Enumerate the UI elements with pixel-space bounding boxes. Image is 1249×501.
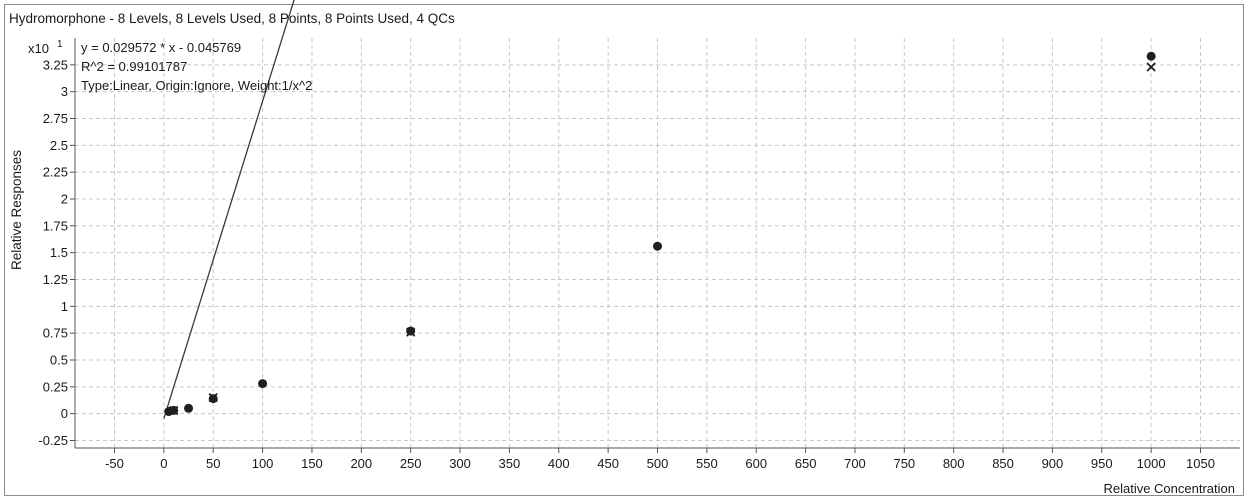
x-tick-label: 450 — [597, 456, 619, 471]
y-tick-label: 0.75 — [43, 326, 68, 341]
qc-point — [1146, 62, 1156, 72]
x-tick-label: 850 — [992, 456, 1014, 471]
x-tick-label: 100 — [252, 456, 274, 471]
qc-point — [208, 392, 218, 403]
x-tick-label: 350 — [499, 456, 521, 471]
y-tick-label: 2.5 — [50, 138, 68, 153]
x-tick-label: 500 — [647, 456, 669, 471]
x-tick-label: 50 — [206, 456, 220, 471]
x-tick-label: 700 — [844, 456, 866, 471]
x-tick-label: 600 — [745, 456, 767, 471]
y-tick-label: 0 — [61, 406, 68, 421]
x-tick-label: -50 — [105, 456, 124, 471]
y-tick-label: 2.25 — [43, 165, 68, 180]
fit-line-group — [163, 0, 295, 419]
x-tick-label: 550 — [696, 456, 718, 471]
grid — [75, 38, 1240, 448]
y-axis-label: Relative Responses — [9, 150, 24, 270]
tick-labels: -50 0 50 100 150 200 250 300 350 400 450 500 550 600 6… — [38, 57, 1215, 471]
x-tick-label: 900 — [1042, 456, 1064, 471]
calibration-point — [258, 379, 268, 389]
y-tick-label: 1 — [61, 299, 68, 314]
x-tick-label: 400 — [548, 456, 570, 471]
equation-annotation: y = 0.029572 * x - 0.045769 — [81, 40, 241, 55]
y-tick-label: 1.5 — [50, 245, 68, 260]
r-squared-annotation: R^2 = 0.99101787 — [81, 59, 187, 74]
y-tick-label: -0.25 — [38, 433, 68, 448]
x-tick-label: 150 — [301, 456, 323, 471]
y-tick-label: 3 — [61, 84, 68, 99]
x-tick-label: 950 — [1091, 456, 1113, 471]
y-tick-label: 2 — [61, 191, 68, 206]
chart-title: Hydromorphone - 8 Levels, 8 Levels Used,… — [9, 11, 455, 26]
x-tick-label: 1050 — [1186, 456, 1215, 471]
x-tick-label: 800 — [943, 456, 965, 471]
x-tick-label: 250 — [400, 456, 422, 471]
y-tick-label: 1.75 — [43, 218, 68, 233]
x-tick-label: 750 — [893, 456, 915, 471]
y-tick-label: 1.25 — [43, 272, 68, 287]
x-tick-label: 200 — [350, 456, 372, 471]
y-multiplier: x10 — [28, 41, 49, 56]
x-tick-label: 1000 — [1137, 456, 1166, 471]
x-tick-label: 650 — [795, 456, 817, 471]
data-points — [164, 51, 1156, 417]
calibration-point — [184, 403, 194, 413]
y-tick-label: 0.5 — [50, 352, 68, 367]
fit-type-annotation: Type:Linear, Origin:Ignore, Weight:1/x^2 — [81, 78, 312, 93]
qc-point — [406, 327, 416, 337]
qc-point — [169, 405, 179, 416]
calibration-point — [653, 241, 662, 251]
x-tick-label: 300 — [449, 456, 471, 471]
y-tick-label: 2.75 — [43, 111, 68, 126]
y-exponent: 1 — [57, 39, 63, 50]
y-tick-label: 0.25 — [43, 379, 68, 394]
axes — [70, 38, 1240, 453]
y-multiplier-label: x10 1 — [28, 39, 63, 56]
y-tick-label: 3.25 — [43, 57, 68, 72]
x-tick-label: 0 — [160, 456, 167, 471]
x-axis-label: Relative Concentration — [1103, 481, 1235, 496]
calibration-point — [1146, 51, 1156, 61]
fit-line — [163, 0, 295, 419]
